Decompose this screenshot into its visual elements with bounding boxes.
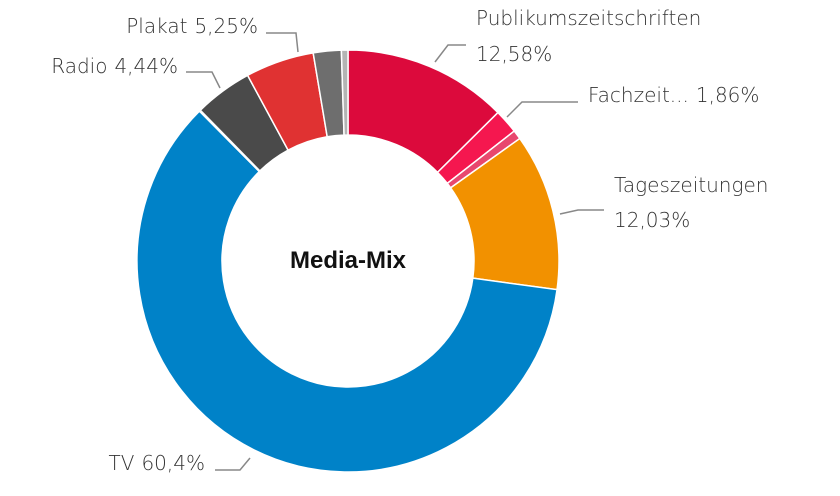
value-label: 4,44% — [114, 54, 178, 78]
slice-label: Plakat 5,25% — [126, 14, 258, 38]
leader-line — [215, 457, 251, 471]
leader-line — [186, 71, 221, 89]
value-label: 5,25% — [194, 14, 258, 38]
leader-line — [559, 209, 604, 215]
slice-label: Tageszeitungen — [614, 173, 768, 197]
leader-line — [266, 32, 299, 53]
chart-title: Media-Mix — [290, 247, 407, 274]
leader-line — [506, 101, 578, 118]
slice-label: Radio 4,44% — [51, 54, 178, 78]
category-name: Fachzeit... — [588, 83, 689, 107]
category-name: Radio — [51, 54, 107, 78]
value-label: 12,03% — [614, 208, 690, 232]
slice — [136, 110, 558, 473]
slice-label: Fachzeit... 1,86% — [588, 83, 759, 107]
category-name: TV — [109, 451, 135, 475]
slice-label: TV 60,4% — [109, 451, 205, 475]
category-name: Plakat — [126, 14, 187, 38]
value-label: 1,86% — [696, 83, 760, 107]
slice-label: Publikumszeitschriften — [476, 6, 701, 30]
leader-line — [434, 44, 466, 63]
value-label: 12,58% — [476, 42, 552, 66]
value-label: 60,4% — [141, 451, 205, 475]
slice — [340, 49, 349, 136]
